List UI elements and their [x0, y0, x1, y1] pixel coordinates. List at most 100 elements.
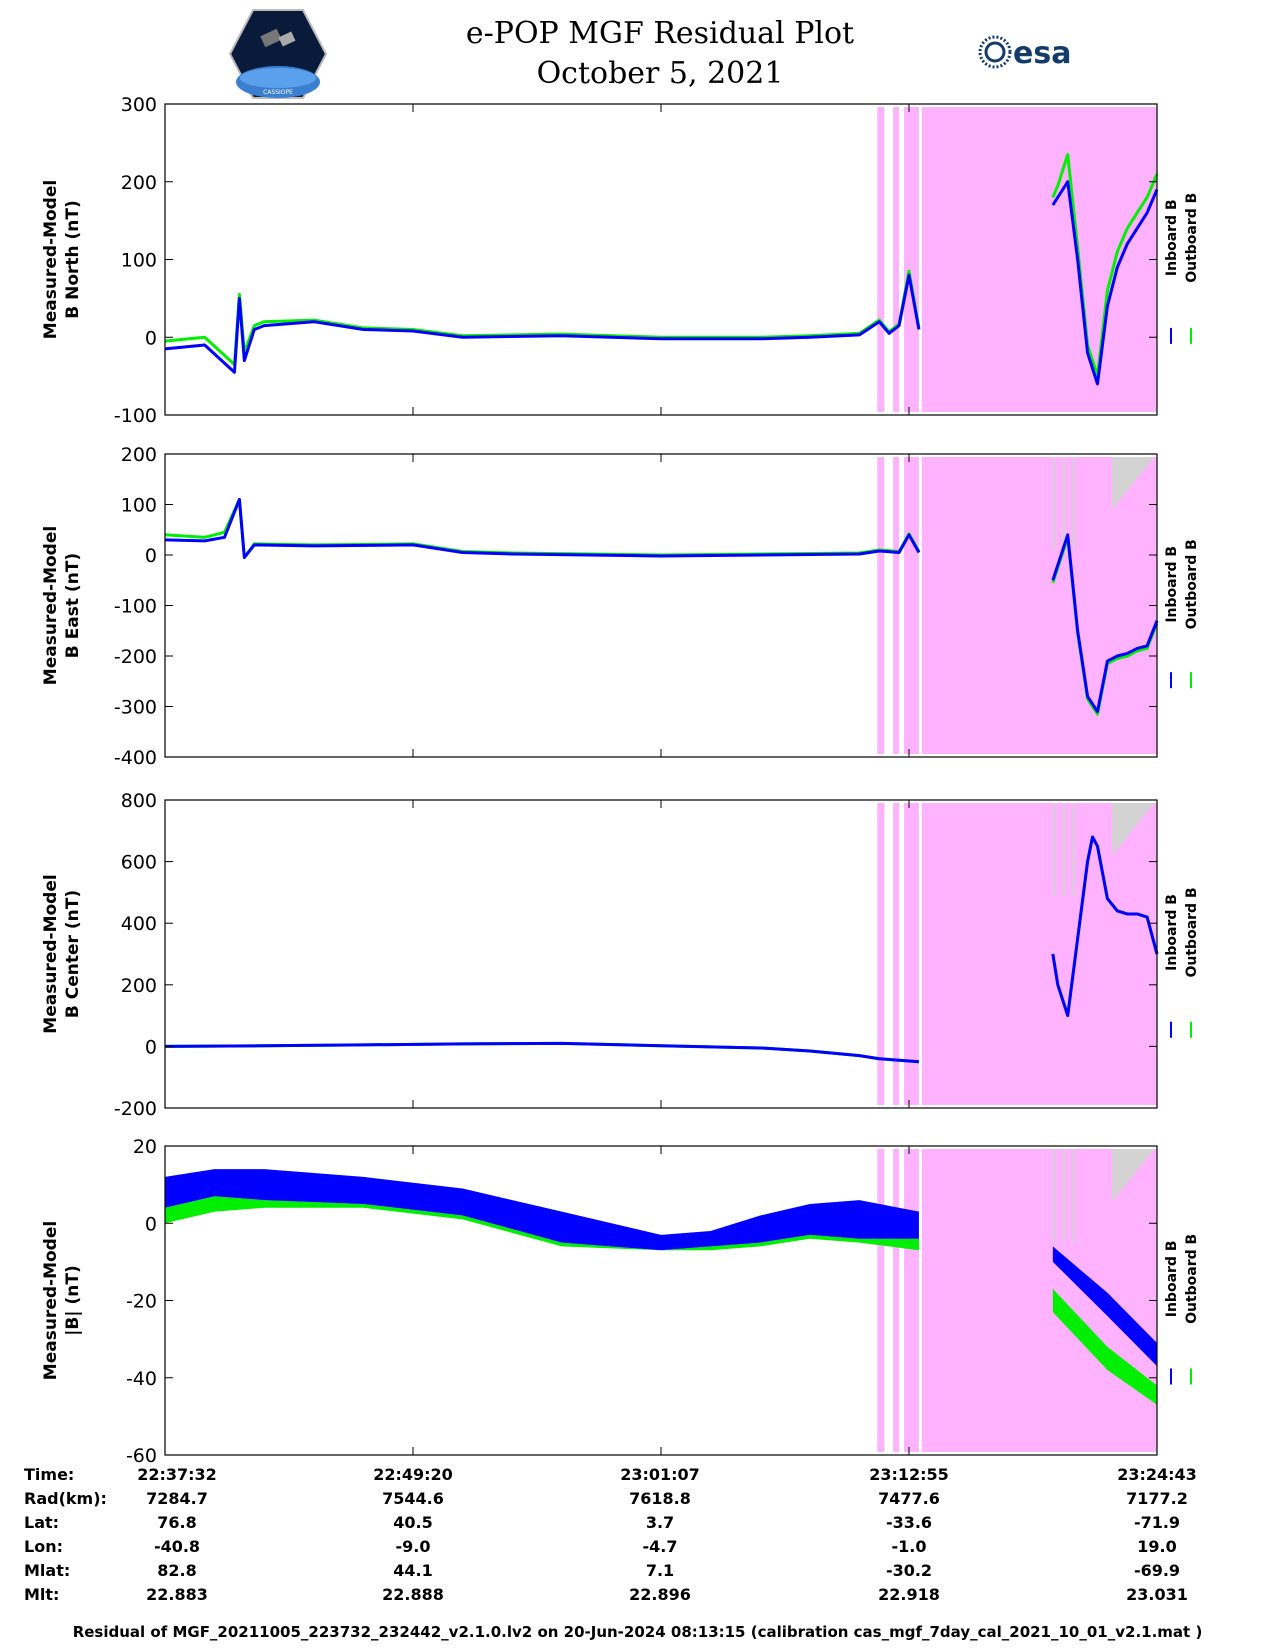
panel3-gray-mark-2: [1072, 803, 1075, 896]
panel1-gap-band-3: [921, 107, 1157, 412]
panel1-ytick-label-0: 300: [121, 94, 157, 116]
panel2-gray-mark-2: [1072, 457, 1075, 548]
panel3-late-inboard-line: [1051, 835, 1159, 1018]
panel3-legend-outboard-label: Outboard B: [1184, 887, 1200, 977]
panel4-gap-band-0: [877, 1149, 885, 1452]
info-cell: 7177.2: [1126, 1489, 1188, 1508]
info-cell: -71.9: [1133, 1513, 1181, 1532]
panel4-gray-wedge-fill: [1112, 1149, 1154, 1201]
orbit-info-table: Time: 22:37:32 22:49:20 23:01:07 23:12:55 23:…: [0, 1465, 1275, 1635]
panel2-legend-inboard-label: Inboard B: [1164, 546, 1180, 623]
info-cell: 76.8: [157, 1513, 197, 1532]
info-row-label: Time:: [24, 1465, 75, 1484]
panel2-legend-outboard-label: Outboard B: [1184, 539, 1200, 629]
panel3-ytick-label-2: 400: [121, 913, 157, 935]
panel4-early-outboard-band: [165, 1196, 919, 1251]
panel2-gray-wedge-fill: [1112, 457, 1154, 509]
info-cell: 23:24:43: [1117, 1465, 1197, 1484]
panel2-ytick-label-5: -300: [114, 697, 157, 719]
panel1-early-inboard-line: [164, 273, 921, 374]
esa-logo: esa: [978, 35, 1071, 71]
panel1-legend-inboard-label: Inboard B: [1164, 199, 1180, 276]
panel4-gap-band-3: [921, 1149, 1157, 1452]
panel3-gap-band-0: [877, 803, 885, 1105]
panel2-ytick-label-0: 200: [121, 444, 157, 466]
panel2-ytick-label-4: -200: [114, 646, 157, 668]
info-cell: 19.0: [1137, 1537, 1177, 1556]
panel4-legend-outboard-label: Outboard B: [1184, 1234, 1200, 1324]
panel4-gap-band-1: [893, 1149, 900, 1452]
info-cell: 7544.6: [382, 1489, 444, 1508]
info-cell: 7618.8: [629, 1489, 691, 1508]
cassiope-logo: CASSIOPE: [228, 9, 328, 99]
info-cell: -69.9: [1133, 1561, 1181, 1580]
panel3-gap-band-3: [921, 803, 1157, 1105]
title-line2: October 5, 2021: [536, 56, 784, 91]
info-cell: 44.1: [393, 1561, 433, 1580]
panel4-ylabel-line1: Measured-Model: [41, 1221, 61, 1380]
panel3-gap-band-2: [904, 803, 919, 1105]
info-row: Time: 22:37:32 22:49:20 23:01:07 23:12:55 23:…: [0, 1465, 1275, 1489]
panel4-ylabel-line2: |B| (nT): [63, 1265, 83, 1336]
panel4-ytick-label-1: 0: [145, 1213, 157, 1235]
panel2-gap-band-2: [904, 457, 919, 754]
svg-text:esa: esa: [1013, 36, 1071, 71]
panel2-gap-band-3: [921, 457, 1157, 754]
info-cell: 22.918: [878, 1585, 940, 1604]
info-cell: -4.7: [642, 1537, 678, 1556]
panel4-ytick-label-0: 20: [133, 1136, 157, 1158]
info-cell: 40.5: [393, 1513, 433, 1532]
panel3-early-inboard-line: [164, 1041, 920, 1064]
info-cell: 82.8: [157, 1561, 197, 1580]
panel4-ytick-label-4: -60: [126, 1445, 157, 1465]
panel1-gap-band-2: [904, 107, 919, 412]
panel4-late-inboard-band: [1052, 1246, 1157, 1367]
info-row-label: Mlt:: [24, 1585, 60, 1604]
panel1-legend-outboard-label: Outboard B: [1184, 193, 1200, 283]
info-row-label: Lon:: [24, 1537, 63, 1556]
info-cell: 22:37:32: [137, 1465, 217, 1484]
panel3-ylabel-line2: B Center (nT): [63, 890, 83, 1018]
panel3-gap-band-1: [893, 803, 900, 1105]
panel3-legend-inboard-label: Inboard B: [1164, 894, 1180, 971]
panel1-gap-band-0: [877, 107, 885, 412]
panel4-gray-mark-1: [1062, 1149, 1065, 1242]
panel2-gap-band-0: [877, 457, 885, 754]
panel4-gray-mark-0: [1052, 1149, 1055, 1242]
info-cell: 22.896: [629, 1585, 691, 1604]
panel1-ytick-label-1: 200: [121, 172, 157, 194]
info-cell: 7284.7: [146, 1489, 208, 1508]
panel3-ytick-label-3: 200: [121, 975, 157, 997]
panel3-gray-wedge-fill: [1112, 803, 1154, 855]
title-line1: e-POP MGF Residual Plot: [465, 16, 855, 51]
panel2-ytick-label-6: -400: [114, 747, 157, 769]
panel1-late-inboard-line: [1051, 180, 1159, 386]
panel2-early-outboard-line: [164, 497, 921, 560]
panel4-ytick-label-3: -40: [126, 1368, 157, 1390]
panel2-ytick-label-2: 0: [145, 545, 157, 567]
panel4-gap-band-2: [904, 1149, 919, 1452]
svg-text:CASSIOPE: CASSIOPE: [263, 89, 293, 96]
panel2-ytick-label-3: -100: [114, 596, 157, 618]
panel4-late-outboard-band: [1052, 1288, 1157, 1405]
panel4-gray-mark-2: [1072, 1149, 1075, 1242]
panel1-early-outboard-line: [164, 269, 921, 366]
info-cell: 7.1: [645, 1561, 675, 1580]
panel3-ytick-label-5: -200: [114, 1098, 157, 1120]
panel3-ytick-label-4: 0: [145, 1036, 157, 1058]
panel2-late-inboard-line: [1051, 533, 1159, 714]
info-cell: 7477.6: [878, 1489, 940, 1508]
info-row: Mlat: 82.8 44.1 7.1 -30.2 -69.9: [0, 1561, 1275, 1585]
panel3-gray-mark-0: [1052, 803, 1055, 896]
panel2-ytick-label-1: 100: [121, 495, 157, 517]
info-cell: -9.0: [395, 1537, 431, 1556]
panel3-gray-mark-1: [1062, 803, 1065, 896]
info-cell: 23:12:55: [869, 1465, 949, 1484]
info-row: Lat: 76.8 40.5 3.7 -33.6 -71.9: [0, 1513, 1275, 1537]
panel1-ylabel-line2: B North (nT): [63, 200, 83, 319]
info-cell: -1.0: [891, 1537, 927, 1556]
info-cell: 23:01:07: [620, 1465, 700, 1484]
panel1-ytick-label-2: 100: [121, 250, 157, 272]
panel2-gray-mark-1: [1062, 457, 1065, 548]
info-row-label: Mlat:: [24, 1561, 71, 1580]
